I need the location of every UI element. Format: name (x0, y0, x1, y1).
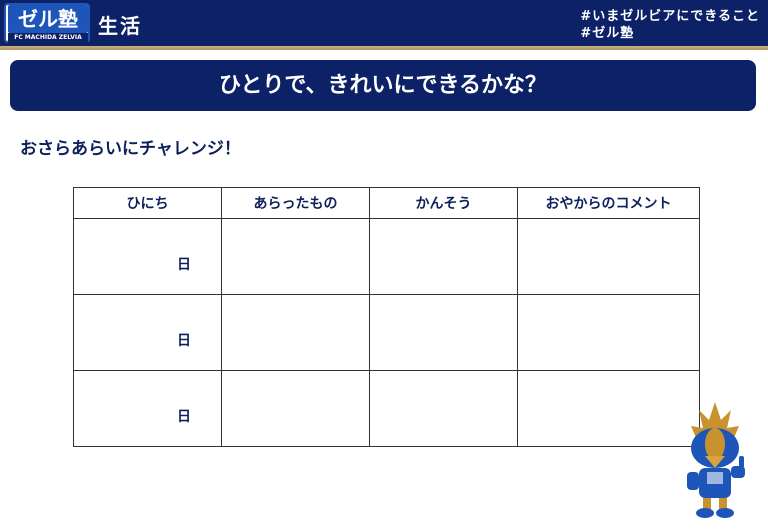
page-title: ひとりで、きれいにできるかな？ (10, 60, 756, 111)
cell[interactable] (221, 218, 370, 295)
table-row: 日 (73, 218, 700, 295)
cell[interactable] (369, 370, 518, 447)
cell[interactable] (369, 218, 518, 295)
col-impression: かんそう (369, 187, 518, 219)
date-cell[interactable]: 日 (73, 294, 222, 371)
cell[interactable] (517, 218, 700, 295)
gold-stripe (0, 46, 768, 50)
hashtag: #いまゼルビアにできること (580, 9, 760, 24)
cell[interactable] (517, 294, 700, 371)
zelvia-logo: ゼル塾 FC MACHIDA ZELVIA (4, 3, 90, 43)
subtitle: おさらあらいにチャレンジ！ (20, 139, 241, 159)
hashtag: #ゼル塾 (580, 26, 635, 41)
logo-text: ゼル塾 (8, 5, 88, 33)
table-row: 日 (73, 370, 700, 447)
cell[interactable] (369, 294, 518, 371)
logo-sub: FC MACHIDA ZELVIA (8, 33, 88, 43)
record-table: ひにち あらったもの かんそう おやからのコメント 日 日 日 (73, 187, 700, 447)
date-cell[interactable]: 日 (73, 218, 222, 295)
top-bar: ゼル塾 FC MACHIDA ZELVIA 生活 #いまゼルビアにできること #… (0, 0, 768, 46)
cell[interactable] (221, 370, 370, 447)
hashtags: #いまゼルビアにできること #ゼル塾 (580, 8, 760, 42)
section-title: 生活 (98, 14, 142, 38)
col-parent-comment: おやからのコメント (517, 187, 700, 219)
mascot-illustration (687, 402, 745, 518)
date-cell[interactable]: 日 (73, 370, 222, 447)
cell[interactable] (221, 294, 370, 371)
col-date: ひにち (73, 187, 222, 219)
table-row: 日 (73, 294, 700, 371)
table-header: ひにち あらったもの かんそう おやからのコメント (73, 187, 700, 219)
col-washed: あらったもの (221, 187, 370, 219)
cell[interactable] (517, 370, 700, 447)
